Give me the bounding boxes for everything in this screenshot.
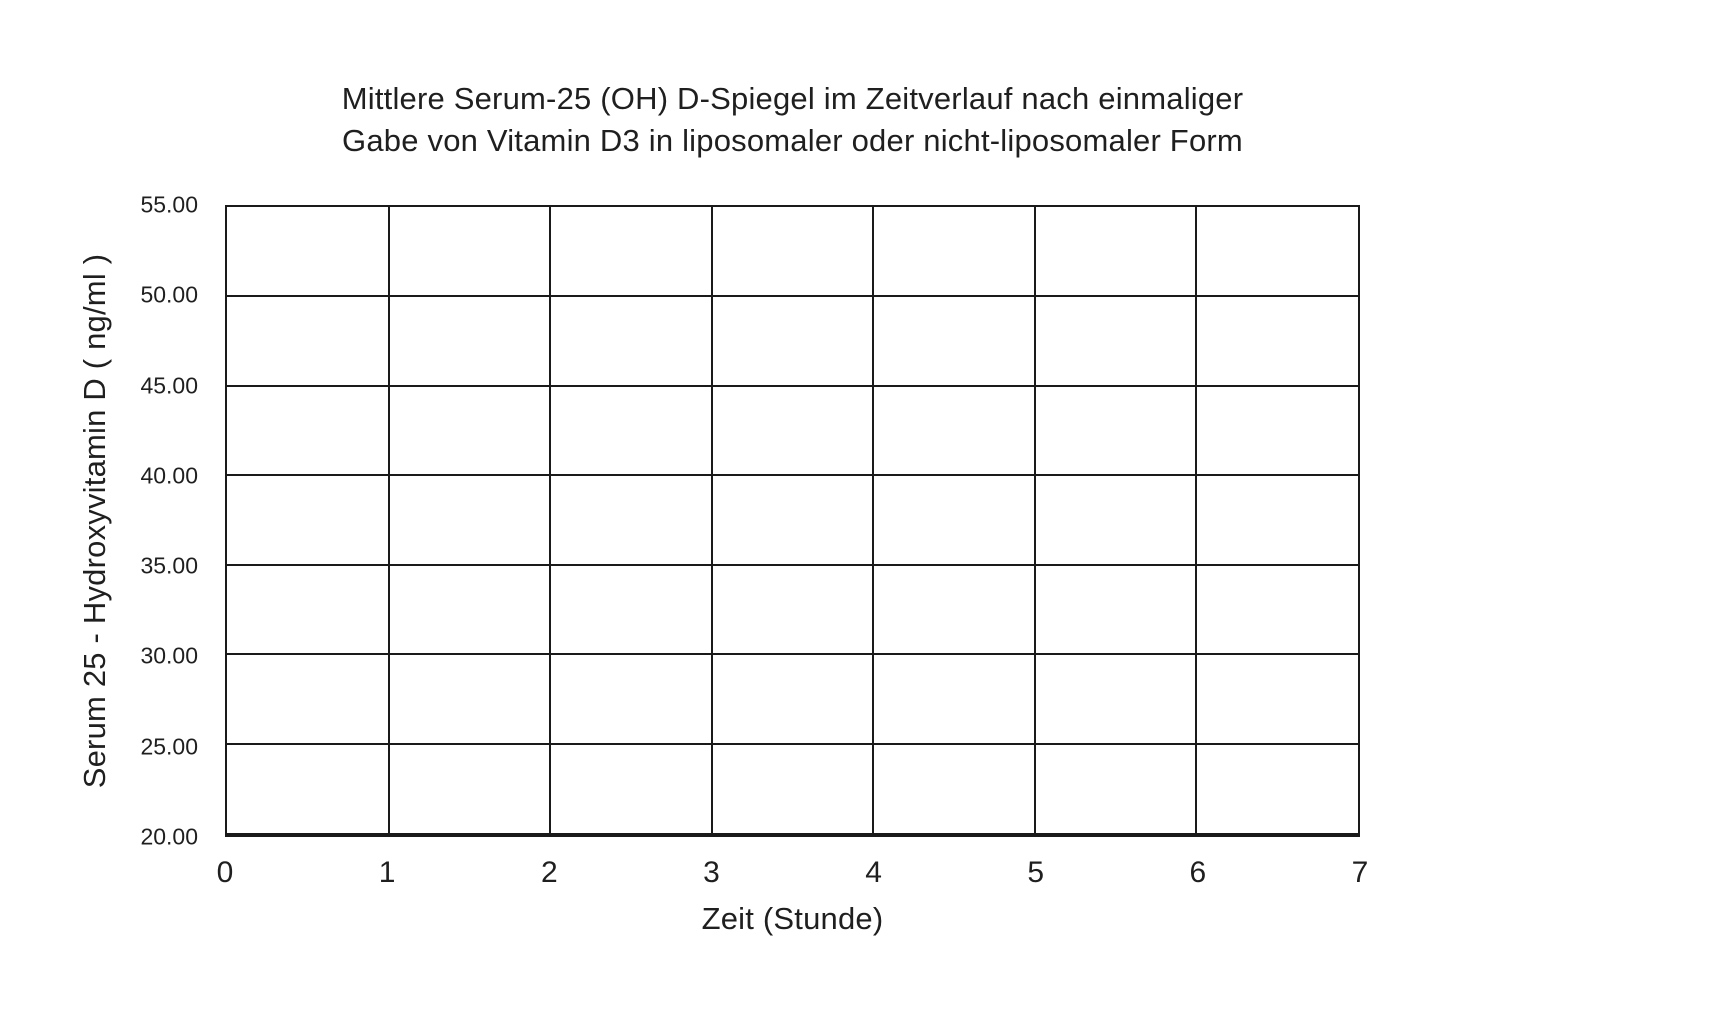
gridline-vertical [710, 207, 713, 833]
x-tick-label: 3 [703, 856, 720, 889]
chart-title-line-1: Mittlere Serum-25 (OH) D-Spiegel im Zeit… [341, 81, 1244, 116]
gridline-horizontal [227, 742, 1358, 745]
gridline-horizontal [227, 653, 1358, 656]
y-tick-label: 25.00 [140, 733, 198, 760]
y-tick-label: 20.00 [140, 823, 198, 850]
gridline-vertical [872, 207, 875, 833]
x-axis-title: Zeit (Stunde) [701, 901, 884, 936]
gridline-horizontal [227, 384, 1358, 387]
y-tick-label: 30.00 [140, 642, 198, 669]
x-tick-label: 6 [1189, 856, 1207, 889]
gridline-vertical [549, 207, 552, 833]
y-tick-label: 40.00 [140, 462, 198, 489]
x-tick-label: 2 [540, 856, 558, 889]
chart-title: Mittlere Serum-25 (OH) D-Spiegel im Zeit… [225, 78, 1360, 162]
gridline-horizontal [227, 295, 1358, 298]
gridline-horizontal [227, 474, 1358, 477]
x-tick-label: 5 [1027, 856, 1045, 889]
x-tick-label: 7 [1351, 856, 1369, 889]
chart-title-line-2: Gabe von Vitamin D3 in liposomaler oder … [342, 123, 1243, 158]
y-axis-title: Serum 25 - Hydroxyvitamin D ( ng/ml ) [77, 253, 112, 789]
y-tick-label: 50.00 [140, 281, 198, 308]
gridline-vertical [387, 207, 390, 833]
gridline-horizontal [227, 563, 1358, 566]
plot-area [225, 205, 1360, 837]
x-tick-label: 4 [865, 856, 882, 889]
y-tick-label: 35.00 [140, 552, 198, 579]
gridline-vertical [1033, 207, 1036, 833]
x-tick-label: 1 [378, 856, 396, 889]
y-tick-label: 45.00 [140, 372, 198, 399]
x-tick-label: 0 [216, 856, 234, 889]
gridline-vertical [1195, 207, 1198, 833]
y-tick-label: 55.00 [140, 191, 198, 218]
